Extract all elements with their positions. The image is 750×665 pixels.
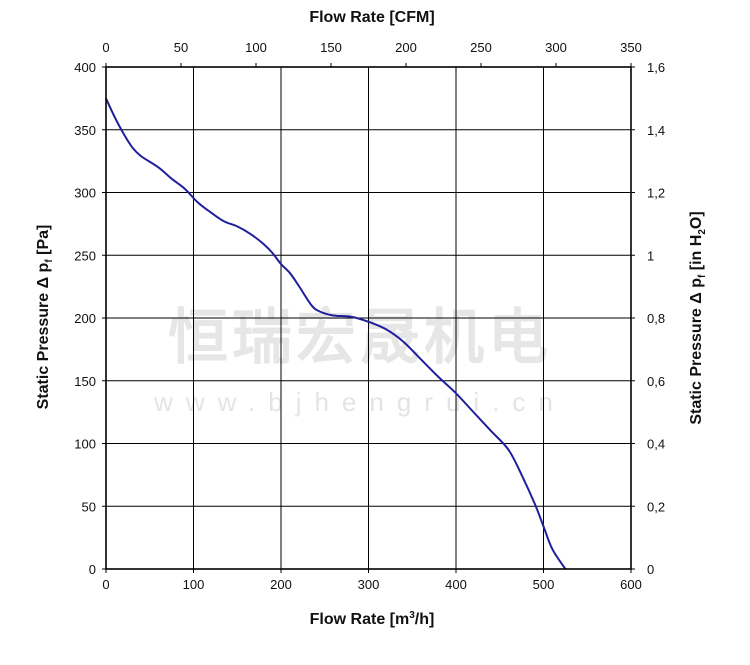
y-right-tick-label: 0,4 — [647, 437, 665, 452]
x-top-tick-label: 350 — [620, 40, 642, 55]
y-left-tick-label: 200 — [74, 311, 96, 326]
x-top-tick-label: 200 — [395, 40, 417, 55]
y-left-tick-label: 0 — [89, 562, 96, 577]
y-right-tick-label: 0,6 — [647, 374, 665, 389]
series-line — [105, 97, 567, 570]
series — [105, 97, 567, 570]
y-left-axis-title: Static Pressure Δ pf [Pa] — [35, 225, 55, 410]
watermark-chinese: 恒瑞宏晟机电 — [168, 304, 552, 371]
grid — [105, 66, 632, 570]
y-left-tick-label: 300 — [74, 186, 96, 201]
x-top-tick-label: 50 — [174, 40, 188, 55]
x-bottom-axis-title: Flow Rate [m3/h] — [310, 610, 435, 628]
x-top-tick-label: 100 — [245, 40, 267, 55]
x-top-axis-title: Flow Rate [CFM] — [309, 9, 434, 26]
y-right-tick-label: 0,8 — [647, 311, 665, 326]
y-left-tick-label: 100 — [74, 437, 96, 452]
y-left-tick-label: 50 — [82, 499, 96, 514]
y-left-tick-label: 350 — [74, 123, 96, 138]
x-top-tick-label: 250 — [470, 40, 492, 55]
y-right-tick-label: 0 — [647, 562, 654, 577]
y-left-tick-label: 400 — [74, 60, 96, 75]
y-right-tick-label: 1,6 — [647, 60, 665, 75]
y-right-title-sub2: 2 — [697, 229, 708, 235]
x-bottom-tick-label: 200 — [270, 577, 292, 592]
y-left-title-sub: f — [44, 259, 55, 263]
x-top-tick-label: 150 — [320, 40, 342, 55]
x-bottom-tick-label: 0 — [102, 577, 109, 592]
y-right-title-sub: f — [697, 274, 708, 278]
x-bottom-tick-label: 300 — [358, 577, 380, 592]
y-right-title-mid: [in H — [688, 235, 705, 275]
x-bottom-title-main: Flow Rate [m — [310, 611, 410, 628]
watermark-url: www.bjhengrui.cn — [153, 387, 566, 417]
plot-frame — [105, 66, 632, 570]
y-left-tick-label: 150 — [74, 374, 96, 389]
tick-labels: 0 100 200 300 400 500 600050100150200250300350… — [74, 40, 665, 592]
y-right-title-main: Static Pressure Δ p — [688, 278, 705, 425]
y-right-tick-label: 1,4 — [647, 123, 665, 138]
x-bottom-tick-label: 400 — [445, 577, 467, 592]
y-right-title-end: O] — [688, 211, 705, 229]
y-right-tick-label: 1 — [647, 248, 654, 263]
y-right-tick-label: 1,2 — [647, 186, 665, 201]
y-left-title-main: Static Pressure Δ p — [35, 262, 52, 409]
x-bottom-tick-label: 100 — [183, 577, 205, 592]
x-bottom-tick-label: 600 — [620, 577, 642, 592]
x-bottom-tick-label: 500 — [533, 577, 555, 592]
y-right-axis-title: Static Pressure Δ pf [in H2O] — [688, 211, 708, 424]
y-left-tick-label: 250 — [74, 248, 96, 263]
x-top-tick-label: 0 — [102, 40, 109, 55]
y-left-title-end: [Pa] — [35, 225, 52, 260]
x-bottom-title-sup: 3 — [409, 610, 415, 621]
x-top-tick-label: 300 — [545, 40, 567, 55]
y-right-tick-label: 0,2 — [647, 499, 665, 514]
x-bottom-title-end: /h] — [415, 611, 435, 628]
